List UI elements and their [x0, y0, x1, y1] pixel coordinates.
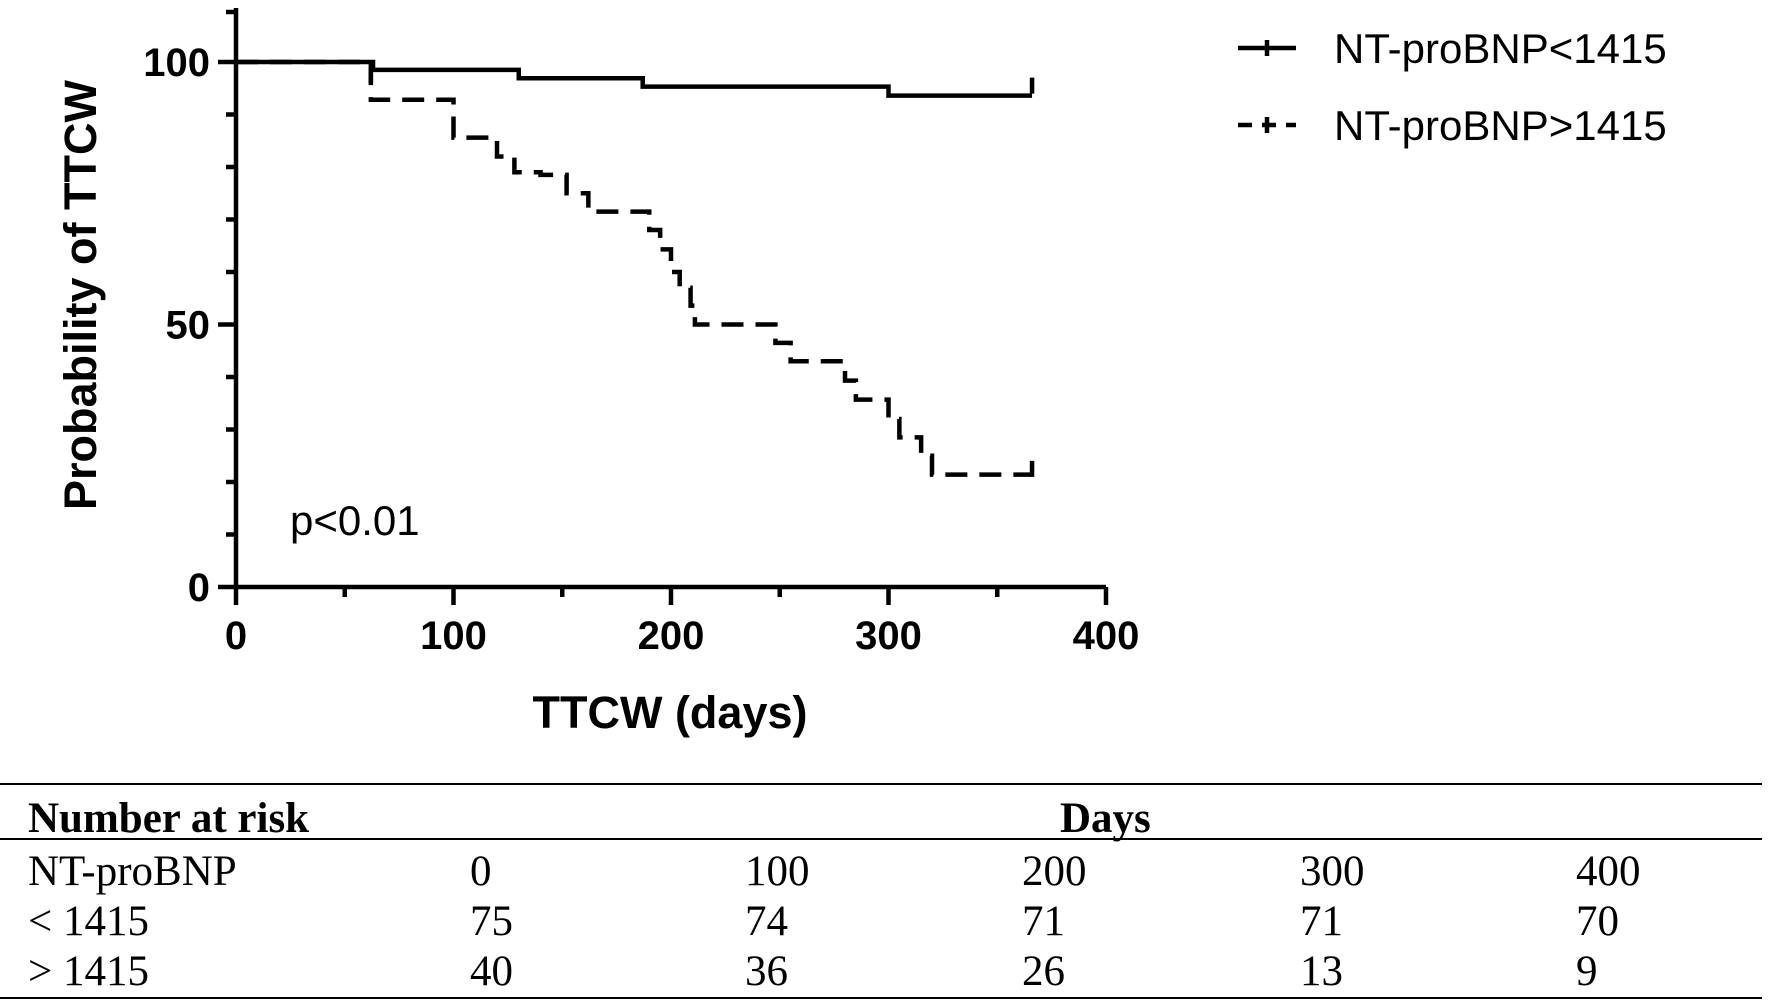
table-cell: 200	[1022, 848, 1087, 895]
table-cell: 75	[470, 898, 513, 945]
table-title: Number at risk	[28, 795, 310, 842]
table-cell: NT-proBNP	[28, 848, 237, 895]
table-cell: 71	[1300, 898, 1343, 945]
table-top-rule	[0, 783, 1762, 785]
table-cell: 9	[1576, 948, 1598, 995]
table-cell: 26	[1022, 948, 1065, 995]
x-tick-label: 400	[1073, 614, 1140, 658]
x-tick-label: 200	[638, 614, 705, 658]
table-cell: 13	[1300, 948, 1343, 995]
table-cell: 400	[1576, 848, 1641, 895]
table-cell: 70	[1576, 898, 1619, 945]
table-cell: 36	[745, 948, 788, 995]
x-tick-label: 0	[225, 614, 247, 658]
survival-curves	[236, 59, 1035, 477]
table-cell: 74	[745, 898, 788, 945]
y-axis-title: Probability of TTCW	[55, 79, 106, 509]
legend-label-1: NT-proBNP<1415	[1334, 25, 1667, 72]
table-cell: 100	[745, 848, 810, 895]
axes: 0 50 100 0 100 200 300 400	[143, 8, 1139, 658]
number-at-risk-table: Number at risk Days NT-proBNP 0 100 200 …	[0, 780, 1772, 1002]
legend-label-2: NT-proBNP>1415	[1334, 102, 1667, 149]
x-axis-title: TTCW (days)	[533, 687, 808, 738]
y-tick-label: 50	[166, 304, 211, 348]
table-cell: 0	[470, 848, 492, 895]
table-cell: 300	[1300, 848, 1365, 895]
x-tick-label: 300	[855, 614, 922, 658]
table-bottom-rule	[0, 997, 1762, 999]
series-line-2	[236, 59, 1033, 477]
table-header-days: Days	[1060, 795, 1151, 842]
p-value-annotation: p<0.01	[290, 497, 420, 544]
legend: NT-proBNP<1415 NT-proBNP>1415	[1238, 25, 1667, 149]
table-cell: > 1415	[28, 948, 150, 995]
series-line-1	[236, 59, 1033, 98]
table-cell: 40	[470, 948, 513, 995]
table-cell: 71	[1022, 898, 1065, 945]
y-tick-label: 0	[188, 566, 210, 610]
y-tick-label: 100	[143, 41, 210, 85]
table-header-rule	[0, 838, 1762, 840]
x-tick-label: 100	[420, 614, 487, 658]
table-cell: < 1415	[28, 898, 150, 945]
